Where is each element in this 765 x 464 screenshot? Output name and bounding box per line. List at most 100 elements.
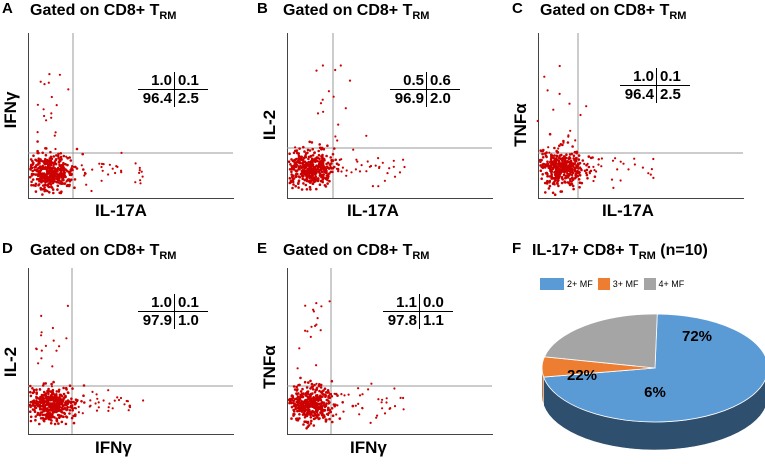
event-dot <box>54 147 57 151</box>
event-dot <box>571 164 575 168</box>
event-dot <box>90 189 93 193</box>
event-dot <box>36 174 40 178</box>
event-dot <box>355 158 358 161</box>
event-dot <box>577 158 581 161</box>
event-dot <box>304 165 308 168</box>
event-dot <box>60 158 63 161</box>
event-dot <box>70 172 73 176</box>
event-dot <box>316 156 320 160</box>
event-dot <box>57 152 60 156</box>
event-dot <box>307 381 310 384</box>
event-dot <box>60 420 64 424</box>
event-dot <box>300 188 304 191</box>
event-dot <box>51 326 55 330</box>
event-dot <box>318 171 321 174</box>
event-dot <box>560 181 564 185</box>
event-dot <box>327 90 330 93</box>
event-dot <box>301 163 305 166</box>
event-dot <box>313 383 316 387</box>
event-dot <box>96 397 99 400</box>
event-dot <box>71 409 74 412</box>
event-dot <box>55 390 59 393</box>
event-dot <box>567 134 570 137</box>
event-dot <box>549 168 553 171</box>
event-dot <box>39 407 42 410</box>
event-dot <box>51 411 55 415</box>
event-dot <box>328 172 331 175</box>
event-dot <box>303 380 307 384</box>
event-dot <box>541 150 545 153</box>
event-dot <box>344 107 347 110</box>
event-dot <box>48 405 52 409</box>
event-dot <box>297 165 300 168</box>
event-dot <box>370 382 373 385</box>
event-dot <box>567 164 571 167</box>
event-dot <box>41 413 45 417</box>
event-dot <box>62 154 66 158</box>
event-dot <box>574 160 577 163</box>
event-dot <box>61 402 64 405</box>
event-dot <box>313 173 317 176</box>
event-dot <box>333 392 336 395</box>
panel-b: B Gated on CD8+ TRM IL-2 IL-17A 0.5 0.6 9… <box>255 0 510 232</box>
event-dot <box>36 103 40 106</box>
event-dot <box>312 424 316 427</box>
event-dot <box>69 178 73 181</box>
event-dot <box>75 147 79 151</box>
event-dot <box>293 388 297 391</box>
event-dot <box>311 160 315 164</box>
event-dot <box>308 160 311 164</box>
quadrant-upper-right: 0.1 <box>656 68 690 85</box>
event-dot <box>73 186 76 189</box>
panel-title: Gated on CD8+ TRM <box>30 242 177 263</box>
event-dot <box>42 398 45 402</box>
event-dot <box>29 394 33 398</box>
event-dot <box>546 179 549 183</box>
event-dot <box>56 405 60 409</box>
event-dot <box>313 176 316 180</box>
event-dot <box>306 411 309 415</box>
quadrant-upper-left: 1.0 <box>633 68 654 85</box>
pie-slice <box>543 313 765 423</box>
event-dot <box>39 186 42 190</box>
event-dot <box>322 147 326 151</box>
event-dot <box>298 347 301 350</box>
event-dot <box>138 166 141 169</box>
event-dot <box>318 383 321 386</box>
event-dot <box>291 167 295 171</box>
event-dot <box>304 304 307 307</box>
event-dot <box>308 185 312 189</box>
event-dot <box>40 411 44 414</box>
event-dot <box>31 163 34 166</box>
event-dot <box>38 405 41 408</box>
event-dot <box>335 413 338 416</box>
event-dot <box>37 362 40 365</box>
event-dot <box>303 150 306 153</box>
event-dot <box>561 143 564 147</box>
event-dot <box>74 401 77 405</box>
event-dot <box>50 157 54 160</box>
event-dot <box>59 410 63 413</box>
event-dot <box>392 165 395 168</box>
event-dot <box>306 179 309 182</box>
event-dot <box>70 400 74 404</box>
event-dot <box>311 385 315 388</box>
event-dot <box>375 416 378 419</box>
event-dot <box>49 422 53 425</box>
event-dot <box>301 177 305 180</box>
event-dot <box>330 379 334 383</box>
event-dot <box>297 179 301 182</box>
event-dot <box>627 168 630 171</box>
event-dot <box>305 386 309 389</box>
event-dot <box>47 398 50 401</box>
event-dot <box>555 154 559 158</box>
event-dot <box>95 393 98 396</box>
event-dot <box>354 404 357 407</box>
event-dot <box>40 181 43 184</box>
event-dot <box>317 149 321 153</box>
event-dot <box>59 170 63 174</box>
event-dot <box>300 395 304 399</box>
event-dot <box>583 162 586 165</box>
event-dot <box>39 176 42 179</box>
